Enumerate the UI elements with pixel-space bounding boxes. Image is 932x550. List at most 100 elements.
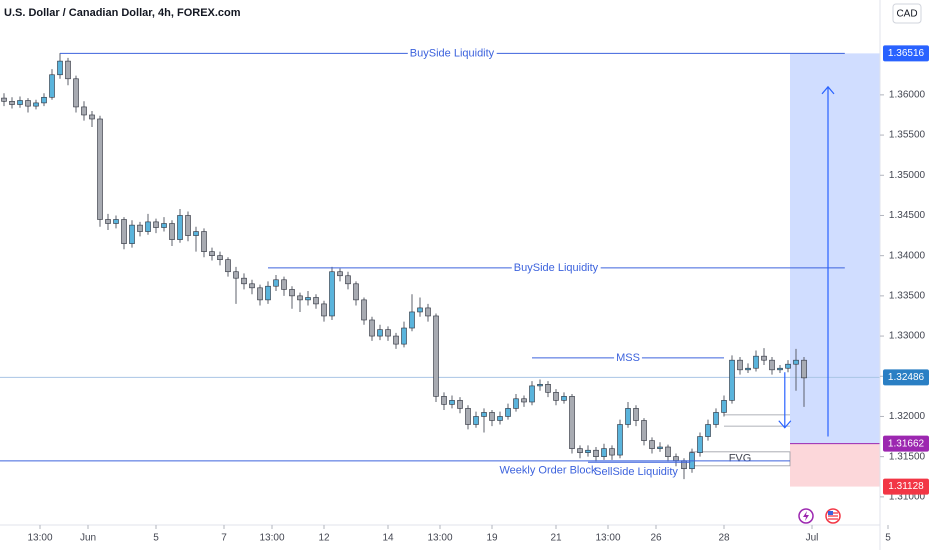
x-tick-label: 12: [318, 533, 330, 544]
candle-body: [257, 287, 263, 301]
x-tick-label: 14: [382, 533, 394, 544]
candle-body: [9, 101, 15, 105]
candle-body: [97, 118, 103, 220]
event-glyph: [803, 511, 809, 521]
currency-box[interactable]: [892, 3, 922, 24]
candle-body: [337, 271, 343, 277]
arrow-head: [778, 420, 792, 429]
candle-body: [489, 412, 495, 421]
x-tick-label: 26: [650, 533, 662, 544]
candle-body: [545, 384, 551, 393]
candle-body: [697, 436, 703, 453]
candle-body: [57, 60, 63, 76]
price-tag-label: 1.31128: [888, 481, 924, 492]
annotation-label: MSS: [616, 352, 640, 364]
chart-title: U.S. Dollar / Canadian Dollar, 4h, FOREX…: [4, 7, 241, 19]
candle-body: [345, 275, 351, 285]
candle-body: [217, 255, 223, 260]
candle-body: [521, 398, 527, 403]
price-tag: [883, 369, 929, 386]
x-tick-label: Jul: [806, 533, 819, 544]
y-tick-label: 1.35500: [889, 130, 926, 141]
candle-body: [193, 231, 199, 236]
candle-body: [209, 251, 215, 256]
candle-body: [785, 363, 791, 369]
candle-body: [185, 215, 191, 236]
candle-body: [385, 329, 391, 337]
y-tick-label: 1.34000: [889, 250, 926, 261]
x-tick-label: 13:00: [27, 533, 52, 544]
candle-body: [153, 221, 159, 228]
candle-body: [81, 106, 87, 116]
candle-body: [233, 271, 239, 279]
candle-body: [641, 420, 647, 441]
x-tick-label: Jun: [80, 533, 96, 544]
candle-body: [177, 215, 183, 240]
y-tick-label: 1.36000: [889, 90, 926, 101]
y-tick-label: 1.33000: [889, 331, 926, 342]
candle-body: [17, 100, 23, 105]
candle-body: [769, 359, 775, 371]
x-tick-label: 13:00: [595, 533, 620, 544]
candle-body: [497, 416, 503, 421]
candle-body: [577, 448, 583, 453]
candle-body: [281, 279, 287, 290]
candle-body: [113, 219, 119, 224]
candle-body: [753, 355, 759, 369]
x-tick-label: 28: [718, 533, 730, 544]
candle-body: [305, 297, 311, 301]
arrow-head: [821, 85, 835, 95]
price-tag-label: 1.32486: [888, 372, 925, 383]
candle-body: [761, 355, 767, 361]
candle-body: [169, 223, 175, 240]
candle-body: [713, 412, 719, 425]
candle-body: [433, 315, 439, 397]
candle-body: [289, 289, 295, 297]
candle-body: [321, 303, 327, 317]
candle-body: [609, 448, 615, 456]
annotation-label: SellSide Liquidity: [594, 466, 678, 478]
candle-body: [457, 400, 463, 409]
candle-body: [513, 398, 519, 409]
candle-body: [625, 408, 631, 425]
target-zone: [790, 53, 880, 444]
y-tick-label: 1.35000: [889, 170, 926, 181]
candle-body: [49, 74, 55, 98]
candle-body: [353, 283, 359, 301]
candle-body: [25, 100, 31, 107]
candle-body: [241, 277, 247, 285]
candle-body: [553, 392, 559, 401]
candle-body: [777, 367, 783, 371]
candle-body: [561, 396, 567, 401]
y-tick-label: 1.31000: [889, 492, 926, 503]
candle-body: [297, 295, 303, 301]
candle-body: [473, 416, 479, 425]
annotation-label-bg: [511, 261, 601, 274]
candle-body: [537, 384, 543, 387]
candle-body: [273, 279, 279, 287]
candle-body: [393, 335, 399, 345]
annotation-label-bg: [407, 47, 497, 60]
plot-area: FVG BuySide Liquidity BuySide Liquidity MSS…: [0, 47, 880, 487]
candle-body: [329, 271, 335, 317]
stop-zone: [790, 443, 880, 487]
candle-body: [441, 396, 447, 405]
candle-body: [137, 224, 143, 232]
candle-body: [729, 359, 735, 401]
candle-body: [505, 408, 511, 417]
flag-canton: [828, 511, 833, 515]
currency-label[interactable]: CAD: [896, 9, 917, 20]
candle-body: [129, 224, 135, 244]
y-tick-label: 1.32000: [889, 411, 926, 422]
candle-body: [481, 412, 487, 417]
annotation-label: Weekly Order Block: [500, 465, 597, 477]
candle-body: [585, 449, 591, 453]
x-tick-label: 21: [550, 533, 562, 544]
candle-body: [265, 285, 271, 301]
candle-body: [617, 424, 623, 456]
candle-body: [1, 97, 7, 102]
candle-body: [377, 329, 383, 337]
x-tick-label: 5: [153, 533, 159, 544]
candle-body: [145, 221, 151, 232]
